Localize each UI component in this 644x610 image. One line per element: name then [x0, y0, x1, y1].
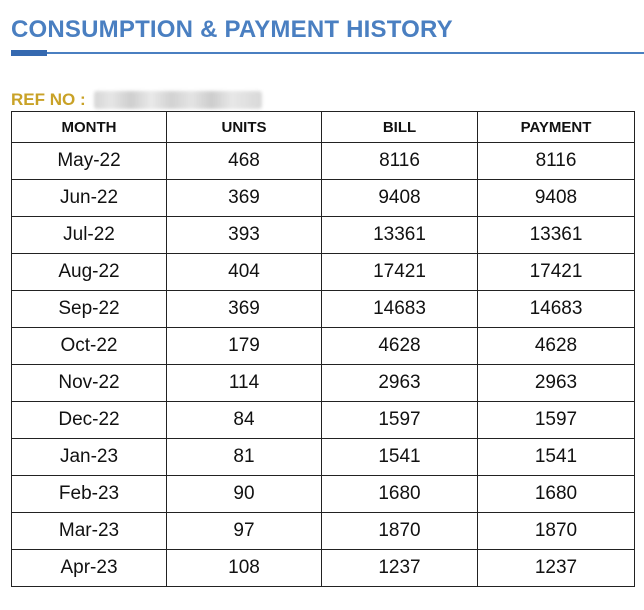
title-underline-accent: [11, 50, 47, 56]
month-cell: Nov-22: [11, 364, 167, 402]
payment-cell: 13361: [477, 216, 635, 254]
month-cell: Dec-22: [11, 401, 167, 439]
column-header-units: UNITS: [166, 111, 322, 143]
payment-cell: 1541: [477, 438, 635, 476]
payment-cell: 2963: [477, 364, 635, 402]
payment-cell: 1237: [477, 549, 635, 587]
units-cell: 468: [166, 142, 322, 180]
bill-cell: 14683: [321, 290, 478, 328]
payment-cell: 1680: [477, 475, 635, 513]
column-header-payment: PAYMENT: [477, 111, 635, 143]
table-row: May-22 468 8116 8116: [11, 142, 635, 180]
units-cell: 393: [166, 216, 322, 254]
month-cell: Apr-23: [11, 549, 167, 587]
payment-cell: 9408: [477, 179, 635, 217]
bill-cell: 17421: [321, 253, 478, 291]
units-cell: 108: [166, 549, 322, 587]
bill-cell: 2963: [321, 364, 478, 402]
table-row: Mar-23 97 1870 1870: [11, 512, 635, 550]
payment-cell: 1597: [477, 401, 635, 439]
month-cell: Sep-22: [11, 290, 167, 328]
table-row: Apr-23 108 1237 1237: [11, 549, 635, 587]
table-row: Jan-23 81 1541 1541: [11, 438, 635, 476]
ref-number-value-redacted: [93, 91, 262, 109]
month-cell: Feb-23: [11, 475, 167, 513]
title-underline: [11, 52, 644, 54]
bill-cell: 1680: [321, 475, 478, 513]
bill-cell: 13361: [321, 216, 478, 254]
bill-cell: 1237: [321, 549, 478, 587]
payment-cell: 1870: [477, 512, 635, 550]
payment-cell: 8116: [477, 142, 635, 180]
bill-cell: 1597: [321, 401, 478, 439]
table-row: Dec-22 84 1597 1597: [11, 401, 635, 439]
units-cell: 84: [166, 401, 322, 439]
table-row: Jun-22 369 9408 9408: [11, 179, 635, 217]
page-title: CONSUMPTION & PAYMENT HISTORY: [11, 16, 453, 43]
month-cell: May-22: [11, 142, 167, 180]
bill-cell: 8116: [321, 142, 478, 180]
units-cell: 114: [166, 364, 322, 402]
units-cell: 90: [166, 475, 322, 513]
ref-number-row: REF NO :: [11, 89, 262, 111]
payment-cell: 14683: [477, 290, 635, 328]
units-cell: 369: [166, 290, 322, 328]
column-header-month: MONTH: [11, 111, 167, 143]
bill-cell: 9408: [321, 179, 478, 217]
bill-cell: 1541: [321, 438, 478, 476]
ref-number-label: REF NO :: [11, 90, 86, 109]
payment-cell: 17421: [477, 253, 635, 291]
column-header-bill: BILL: [321, 111, 478, 143]
month-cell: Aug-22: [11, 253, 167, 291]
units-cell: 81: [166, 438, 322, 476]
table-header-row: MONTH UNITS BILL PAYMENT: [11, 111, 635, 143]
units-cell: 369: [166, 179, 322, 217]
month-cell: Jul-22: [11, 216, 167, 254]
table-row: Feb-23 90 1680 1680: [11, 475, 635, 513]
month-cell: Oct-22: [11, 327, 167, 365]
month-cell: Jan-23: [11, 438, 167, 476]
table-row: Sep-22 369 14683 14683: [11, 290, 635, 328]
bill-cell: 4628: [321, 327, 478, 365]
table-row: Nov-22 114 2963 2963: [11, 364, 635, 402]
table-row: Oct-22 179 4628 4628: [11, 327, 635, 365]
units-cell: 404: [166, 253, 322, 291]
units-cell: 179: [166, 327, 322, 365]
month-cell: Mar-23: [11, 512, 167, 550]
payment-cell: 4628: [477, 327, 635, 365]
bill-cell: 1870: [321, 512, 478, 550]
consumption-payment-table: MONTH UNITS BILL PAYMENT May-22 468 8116…: [11, 111, 635, 587]
month-cell: Jun-22: [11, 179, 167, 217]
table-row: Aug-22 404 17421 17421: [11, 253, 635, 291]
units-cell: 97: [166, 512, 322, 550]
table-row: Jul-22 393 13361 13361: [11, 216, 635, 254]
